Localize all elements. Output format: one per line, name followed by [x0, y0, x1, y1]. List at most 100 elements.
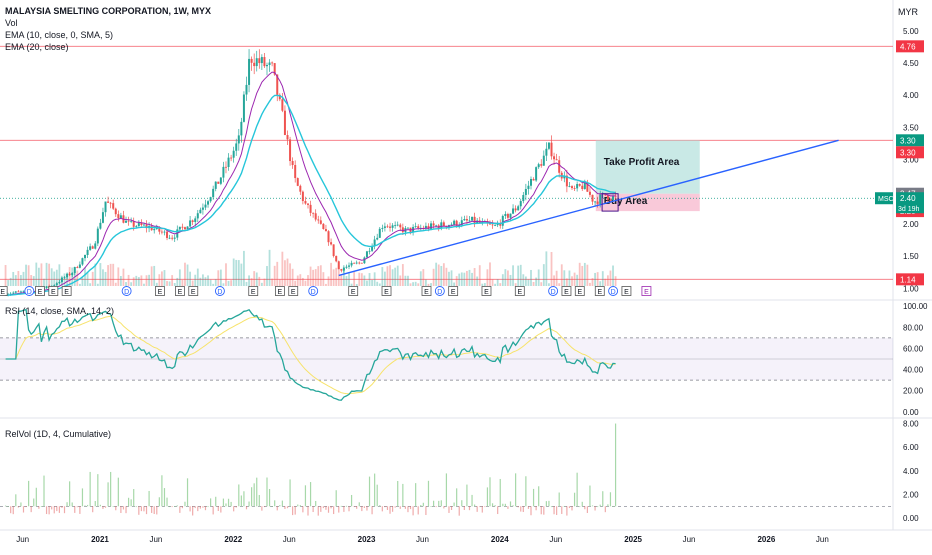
- volume-bar: [401, 264, 404, 286]
- candle-body: [550, 142, 553, 157]
- volume-bar: [532, 281, 535, 286]
- volume-bar: [109, 263, 112, 286]
- candle-body: [189, 220, 192, 227]
- earnings-marker: [561, 286, 572, 296]
- relvol-bar: [179, 506, 181, 513]
- relvol-bar: [312, 506, 314, 513]
- relvol-bar: [579, 506, 581, 508]
- volume-bar: [63, 273, 66, 286]
- currency-label[interactable]: MYR: [898, 7, 918, 17]
- relvol-bar: [325, 506, 327, 510]
- candle-body: [594, 201, 597, 203]
- candle-body: [163, 231, 166, 233]
- x-tick-label: 2024: [491, 535, 509, 544]
- relvol-bar: [171, 506, 173, 508]
- relvol-bar: [543, 506, 545, 515]
- candle-body: [296, 178, 299, 186]
- candle-body: [424, 225, 427, 229]
- candle-body: [104, 201, 107, 213]
- volume-bar: [332, 269, 335, 286]
- candle-body: [612, 195, 615, 201]
- volume-bar: [548, 283, 550, 286]
- candle-body: [173, 237, 176, 239]
- legend-ema10[interactable]: EMA (10, close, 0, SMA, 5): [5, 30, 114, 40]
- relvol-bar: [358, 502, 360, 507]
- volume-bar: [161, 271, 163, 286]
- volume-bar: [232, 258, 235, 286]
- rsi-pane-legend[interactable]: RSI (14, close, SMA, 14, 2): [5, 305, 114, 317]
- candle-body: [460, 220, 463, 225]
- volume-bar: [296, 275, 299, 286]
- volume-bar: [163, 270, 166, 286]
- candle-body: [373, 239, 376, 247]
- volume-bar: [560, 264, 563, 286]
- candle-body: [558, 160, 561, 173]
- relvol-bar: [104, 506, 107, 508]
- relvol-bar: [389, 506, 391, 514]
- symbol-title[interactable]: MALAYSIA SMELTING CORPORATION, 1W, MYX: [5, 6, 212, 16]
- legend-ema20[interactable]: EMA (20, close): [5, 42, 69, 52]
- candle-body: [181, 226, 184, 228]
- volume-bar: [483, 283, 486, 286]
- dividend-marker: [214, 286, 225, 296]
- volume-bar: [268, 249, 271, 286]
- relvol-bar: [581, 501, 583, 507]
- relvol-bar: [45, 506, 48, 515]
- volume-bar: [263, 278, 266, 286]
- volume-bar: [191, 280, 194, 286]
- rsi-ma-line: [5, 315, 616, 395]
- relvol-bar: [35, 487, 37, 507]
- candle-body: [171, 237, 174, 239]
- volume-bar: [340, 275, 343, 286]
- volume-bar: [599, 281, 602, 286]
- earnings-marker-label: E: [597, 289, 602, 296]
- x-tick-label: 2025: [624, 535, 642, 544]
- volume-bar: [66, 274, 68, 286]
- candle-body: [427, 225, 430, 229]
- volume-bar: [448, 271, 450, 286]
- relvol-bar: [66, 502, 68, 507]
- relvol-bar: [253, 483, 255, 507]
- volume-bar: [276, 261, 279, 286]
- relvol-bar: [138, 506, 140, 515]
- volume-bar: [576, 274, 579, 286]
- candle-body: [235, 143, 238, 151]
- relvol-bar: [591, 505, 594, 507]
- relvol-bar: [210, 498, 212, 507]
- relvol-bar: [345, 505, 348, 507]
- volume-bar: [176, 277, 179, 286]
- relvol-bar: [327, 506, 330, 513]
- relvol-bar: [607, 504, 609, 507]
- relvol-bar: [120, 506, 122, 513]
- legend-vol[interactable]: Vol: [5, 18, 18, 28]
- candle-body: [517, 206, 520, 211]
- volume-bar: [117, 267, 120, 286]
- volume-bar: [299, 274, 302, 286]
- volume-bar: [355, 283, 358, 286]
- volume-bar: [399, 275, 402, 286]
- relvol-bar: [507, 506, 509, 509]
- candle-body: [545, 148, 548, 156]
- candle-body: [591, 194, 594, 202]
- dividend-marker: [24, 286, 35, 296]
- candle-body: [317, 219, 320, 221]
- volume-bar: [37, 267, 40, 286]
- volume-bar: [309, 266, 312, 286]
- x-tick-label: 2023: [358, 535, 376, 544]
- relvol-bar: [466, 484, 468, 507]
- dividend-marker-label: D: [311, 289, 316, 296]
- candle-body: [86, 249, 89, 256]
- volume-bar: [186, 264, 189, 286]
- volume-bar: [125, 282, 127, 286]
- candle-body: [391, 225, 394, 228]
- relvol-bar: [432, 500, 435, 507]
- candle-body: [186, 226, 189, 230]
- volume-bar: [130, 282, 133, 286]
- candle-body: [455, 220, 458, 226]
- relvol-pane-legend[interactable]: RelVol (1D, 4, Cumulative): [5, 428, 111, 440]
- volume-bar: [501, 274, 504, 286]
- volume-bar: [553, 275, 555, 286]
- volume-bar: [432, 268, 435, 286]
- volume-bar: [389, 265, 391, 286]
- candle-body: [63, 277, 66, 279]
